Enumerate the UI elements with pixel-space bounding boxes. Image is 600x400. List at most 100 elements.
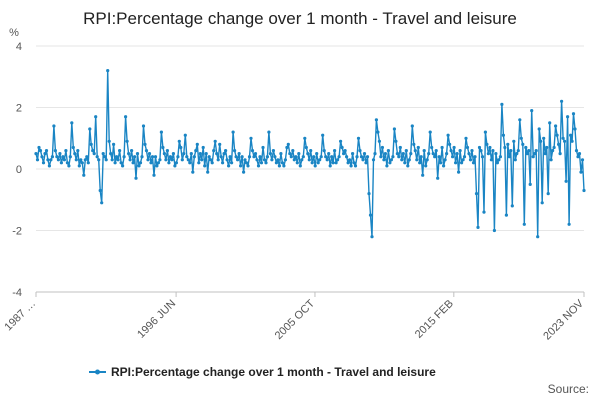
data-point[interactable] (422, 149, 426, 153)
data-point[interactable] (343, 149, 347, 153)
data-point[interactable] (243, 158, 247, 162)
data-point[interactable] (563, 139, 567, 143)
data-point[interactable] (70, 121, 74, 125)
data-point[interactable] (492, 228, 496, 233)
data-point[interactable] (413, 149, 417, 153)
data-point[interactable] (143, 142, 147, 146)
data-point[interactable] (34, 152, 38, 156)
data-point[interactable] (324, 155, 328, 159)
data-point[interactable] (389, 158, 393, 162)
data-point[interactable] (536, 235, 540, 239)
data-point[interactable] (98, 188, 102, 193)
data-point[interactable] (47, 164, 52, 168)
data-point[interactable] (497, 158, 501, 162)
data-point[interactable] (397, 155, 401, 159)
data-point[interactable] (482, 210, 486, 214)
data-point[interactable] (219, 155, 223, 159)
data-point[interactable] (380, 145, 384, 150)
data-point[interactable] (437, 155, 441, 159)
data-point[interactable] (310, 161, 314, 165)
data-point[interactable] (200, 158, 204, 162)
data-point[interactable] (395, 152, 399, 156)
data-point[interactable] (300, 158, 304, 162)
data-point[interactable] (218, 142, 222, 146)
data-point[interactable] (539, 139, 543, 143)
data-point[interactable] (470, 149, 474, 153)
data-point[interactable] (509, 149, 513, 153)
data-point[interactable] (188, 161, 192, 165)
data-point[interactable] (571, 112, 576, 116)
data-point[interactable] (373, 152, 377, 156)
data-point[interactable] (119, 161, 123, 165)
data-point[interactable] (486, 152, 490, 156)
data-point[interactable] (561, 136, 565, 140)
data-point[interactable] (462, 155, 467, 159)
data-point[interactable] (461, 158, 465, 162)
data-point[interactable] (210, 161, 214, 165)
data-point[interactable] (339, 139, 343, 143)
data-point[interactable] (67, 164, 71, 168)
data-point[interactable] (276, 158, 280, 162)
data-point[interactable] (560, 99, 564, 103)
data-point[interactable] (534, 149, 538, 153)
data-point[interactable] (321, 133, 325, 137)
data-point[interactable] (140, 155, 144, 159)
data-point[interactable] (451, 155, 455, 159)
data-point[interactable] (391, 155, 395, 159)
data-point[interactable] (207, 155, 211, 159)
data-point[interactable] (206, 170, 210, 174)
data-point[interactable] (513, 158, 517, 162)
data-point[interactable] (522, 222, 526, 226)
data-point[interactable] (242, 170, 246, 174)
data-point[interactable] (89, 142, 93, 146)
data-point[interactable] (552, 145, 556, 150)
data-point[interactable] (582, 188, 586, 193)
data-point[interactable] (185, 155, 189, 159)
data-point[interactable] (71, 145, 75, 150)
data-point[interactable] (400, 158, 404, 162)
data-point[interactable] (292, 158, 296, 162)
data-point[interactable] (367, 192, 371, 196)
data-point[interactable] (564, 179, 568, 183)
data-point[interactable] (494, 152, 498, 156)
data-point[interactable] (88, 127, 92, 131)
data-point[interactable] (244, 161, 249, 165)
data-point[interactable] (454, 161, 458, 165)
data-point[interactable] (348, 158, 352, 162)
data-point[interactable] (573, 127, 577, 131)
data-point[interactable] (131, 161, 135, 165)
data-point[interactable] (279, 152, 283, 156)
data-point[interactable] (156, 161, 160, 165)
data-point[interactable] (374, 118, 378, 122)
data-point[interactable] (555, 133, 559, 137)
data-point[interactable] (294, 155, 298, 159)
data-point[interactable] (262, 158, 267, 162)
data-point[interactable] (291, 149, 295, 153)
data-point[interactable] (239, 164, 243, 168)
data-point[interactable] (150, 155, 155, 159)
data-point[interactable] (273, 155, 277, 159)
data-point[interactable] (189, 152, 193, 156)
data-point[interactable] (252, 155, 256, 159)
data-point[interactable] (328, 164, 332, 168)
data-point[interactable] (377, 139, 381, 143)
data-point[interactable] (286, 142, 290, 146)
data-point[interactable] (141, 124, 146, 128)
data-point[interactable] (268, 152, 272, 156)
data-point[interactable] (112, 142, 116, 146)
data-point[interactable] (480, 155, 485, 159)
data-point[interactable] (107, 139, 111, 143)
data-point[interactable] (519, 136, 523, 140)
data-point[interactable] (62, 158, 66, 162)
data-point[interactable] (336, 158, 340, 162)
data-point[interactable] (40, 155, 44, 159)
data-point[interactable] (303, 136, 307, 140)
data-point[interactable] (449, 149, 453, 153)
data-point[interactable] (406, 164, 410, 168)
data-point[interactable] (225, 158, 229, 162)
data-point[interactable] (542, 136, 546, 140)
data-point[interactable] (346, 161, 350, 165)
data-point[interactable] (421, 173, 425, 177)
data-point[interactable] (337, 155, 341, 159)
data-point[interactable] (479, 149, 483, 153)
